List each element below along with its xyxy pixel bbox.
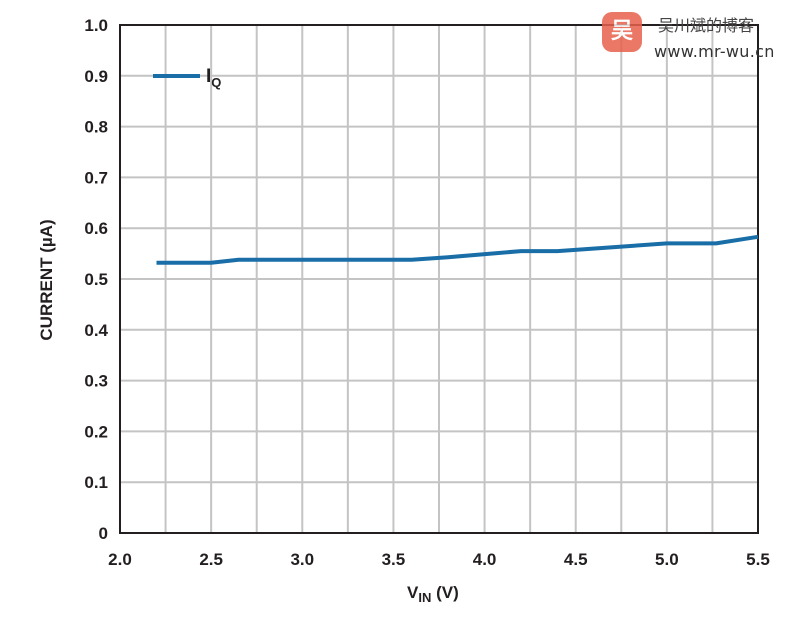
y-tick-label: 1.0 [84,16,108,35]
y-tick-label: 0.7 [84,168,108,187]
x-tick-label: 3.0 [290,550,314,569]
x-tick-label: 2.0 [108,550,132,569]
y-tick-label: 0.1 [84,473,108,492]
x-tick-label: 5.5 [746,550,770,569]
y-tick-label: 0 [99,524,108,543]
watermark-url: www.mr-wu.cn [654,42,775,61]
y-tick-label: 0.8 [84,118,108,137]
legend: IQ [153,66,221,90]
y-tick-label: 0.9 [84,67,108,86]
grid [120,25,758,533]
plot-frame [119,24,759,534]
watermark-logo-icon: 吴 [602,12,642,52]
y-tick-label: 0.3 [84,372,108,391]
y-axis-label: CURRENT (µA) [37,219,56,340]
watermark: 吴 吴川斌的博客 www.mr-wu.cn [602,8,792,64]
y-tick-label: 0.6 [84,219,108,238]
legend-label: IQ [206,66,221,90]
x-tick-label: 5.0 [655,550,679,569]
y-tick-labels: 0 0.1 0.2 0.3 0.4 0.5 0.6 0.7 0.8 0.9 1.0 [84,16,108,543]
series-layer [156,234,759,265]
x-tick-label: 4.0 [473,550,497,569]
series-line-iq [156,234,759,265]
x-axis-label: VIN (V) [407,583,459,605]
watermark-title: 吴川斌的博客 [658,16,755,35]
y-tick-label: 0.5 [84,270,108,289]
y-tick-label: 0.4 [84,321,108,340]
x-tick-label: 2.5 [199,550,223,569]
x-tick-label: 4.5 [564,550,588,569]
x-tick-labels: 2.0 2.5 3.0 3.5 4.0 4.5 5.0 5.5 [108,550,770,569]
y-tick-label: 0.2 [84,422,108,441]
x-tick-label: 3.5 [382,550,406,569]
